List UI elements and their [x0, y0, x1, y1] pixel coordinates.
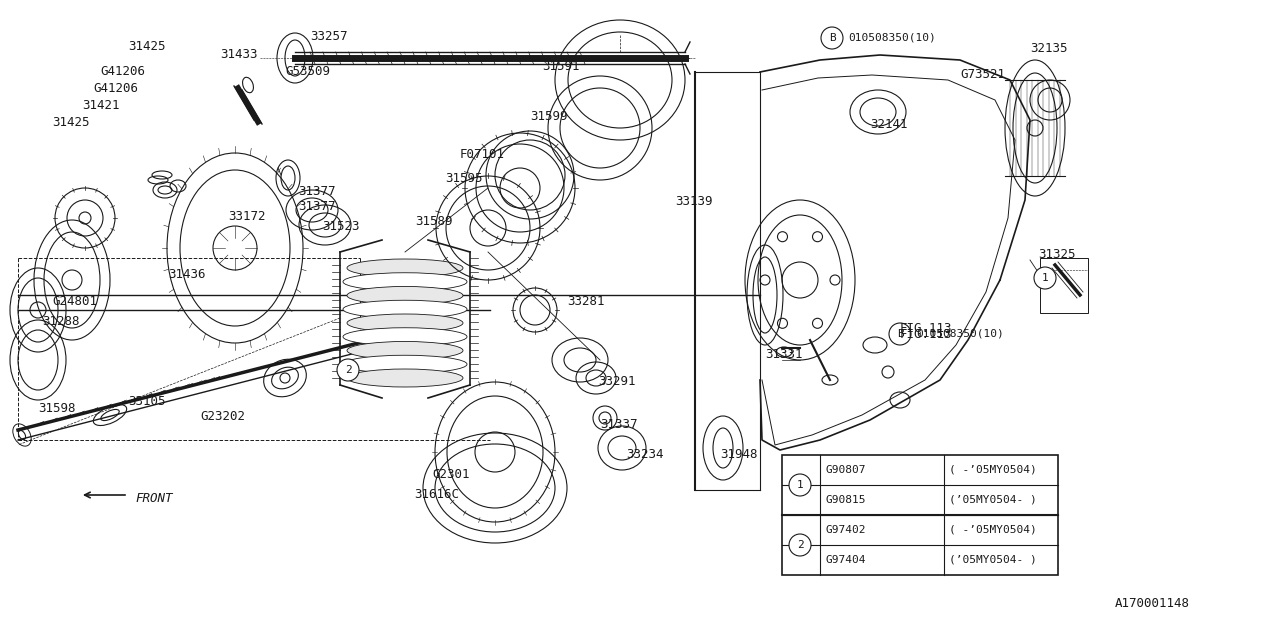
Text: 31421: 31421: [82, 99, 119, 112]
Text: 33139: 33139: [675, 195, 713, 208]
Text: G90815: G90815: [826, 495, 865, 505]
Text: G41206: G41206: [93, 82, 138, 95]
Ellipse shape: [347, 287, 463, 305]
Ellipse shape: [343, 355, 467, 373]
Bar: [1039, 258, 1088, 313]
Text: 31589: 31589: [415, 215, 453, 228]
Text: F07101: F07101: [460, 148, 506, 161]
Bar: [782, 455, 1059, 575]
Text: G73521: G73521: [960, 68, 1005, 81]
Text: 31616C: 31616C: [413, 488, 460, 501]
Text: 33105: 33105: [128, 395, 165, 408]
Ellipse shape: [347, 369, 463, 387]
Ellipse shape: [347, 259, 463, 277]
Ellipse shape: [343, 300, 467, 318]
Text: 31331: 31331: [765, 348, 803, 361]
Circle shape: [820, 27, 844, 49]
Text: 32141: 32141: [870, 118, 908, 131]
Text: 31433: 31433: [220, 48, 257, 61]
Text: 31598: 31598: [38, 402, 76, 415]
Text: FIG.113: FIG.113: [900, 322, 952, 335]
Text: 31337: 31337: [600, 418, 637, 431]
Text: 33257: 33257: [310, 30, 347, 43]
Text: 2: 2: [796, 540, 804, 550]
Text: G41206: G41206: [100, 65, 145, 78]
Text: 31425: 31425: [52, 116, 90, 129]
Ellipse shape: [343, 273, 467, 291]
Text: ( -’05MY0504): ( -’05MY0504): [948, 465, 1037, 475]
Text: 31948: 31948: [719, 448, 758, 461]
Text: 31436: 31436: [168, 268, 206, 281]
Text: 31377: 31377: [298, 185, 335, 198]
Text: FRONT: FRONT: [134, 492, 173, 504]
Text: B: B: [828, 33, 836, 43]
Text: G90807: G90807: [826, 465, 865, 475]
Text: G2301: G2301: [433, 468, 470, 481]
Ellipse shape: [347, 342, 463, 360]
Circle shape: [788, 474, 812, 496]
Text: 33291: 33291: [598, 375, 635, 388]
Text: (’05MY0504- ): (’05MY0504- ): [948, 555, 1037, 565]
Text: G97402: G97402: [826, 525, 865, 535]
Text: 33234: 33234: [626, 448, 663, 461]
Ellipse shape: [343, 328, 467, 346]
Text: 31591: 31591: [541, 60, 580, 73]
Text: FIG.113: FIG.113: [900, 328, 952, 341]
Text: A170001148: A170001148: [1115, 597, 1190, 610]
Circle shape: [1034, 267, 1056, 289]
Text: 33281: 33281: [567, 295, 604, 308]
Text: 33172: 33172: [228, 210, 265, 223]
Circle shape: [890, 323, 911, 345]
Text: 31325: 31325: [1038, 248, 1075, 261]
Circle shape: [788, 534, 812, 556]
Text: 1: 1: [796, 480, 804, 490]
Text: G97404: G97404: [826, 555, 865, 565]
Ellipse shape: [347, 314, 463, 332]
Text: 2: 2: [344, 365, 352, 375]
Text: (’05MY0504- ): (’05MY0504- ): [948, 495, 1037, 505]
Text: 31599: 31599: [530, 110, 567, 123]
Text: ( -’05MY0504): ( -’05MY0504): [948, 525, 1037, 535]
Text: 31288: 31288: [42, 315, 79, 328]
Text: 31425: 31425: [128, 40, 165, 53]
Text: 31523: 31523: [323, 220, 360, 233]
Circle shape: [337, 359, 358, 381]
Text: 31377: 31377: [298, 200, 335, 213]
Text: G53509: G53509: [285, 65, 330, 78]
Text: 1: 1: [1042, 273, 1048, 283]
Text: G24801: G24801: [52, 295, 97, 308]
Text: 32135: 32135: [1030, 42, 1068, 55]
Text: G23202: G23202: [200, 410, 244, 423]
Text: B: B: [896, 329, 904, 339]
Text: 010508350(10): 010508350(10): [849, 33, 936, 43]
Text: 31595: 31595: [445, 172, 483, 185]
Text: 010508350(10): 010508350(10): [916, 329, 1004, 339]
